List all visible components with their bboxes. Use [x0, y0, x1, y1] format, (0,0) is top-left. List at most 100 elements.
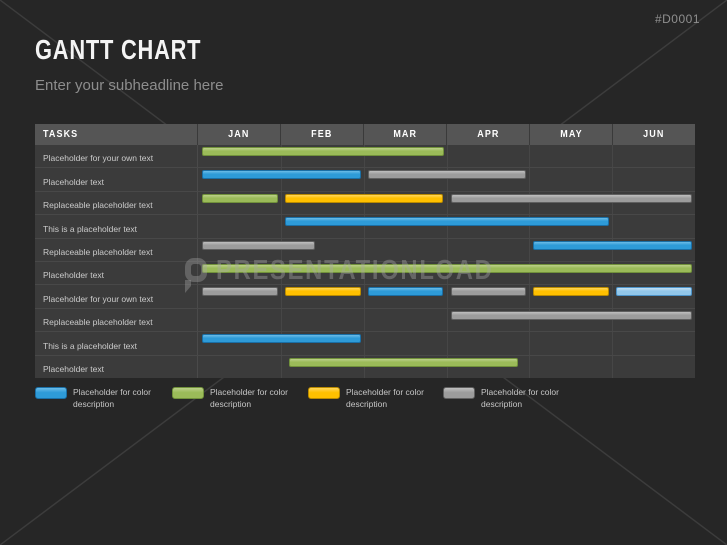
legend-label: Placeholder for color description	[73, 387, 151, 410]
task-label: Placeholder text	[43, 364, 104, 375]
month-gridline	[446, 262, 448, 285]
gantt-bar-green	[202, 147, 444, 156]
task-cell: This is a placeholder text	[35, 215, 197, 237]
month-gridline	[280, 145, 282, 168]
month-gridline	[529, 215, 531, 238]
month-header-jun: JUN	[612, 124, 695, 145]
gantt-table: TASKS JAN FEB MAR APR MAY JUN Placeholder for…	[35, 124, 695, 379]
month-label: JUN	[643, 129, 665, 140]
task-cell: Placeholder for your own text	[35, 285, 197, 307]
month-gridline	[446, 145, 448, 168]
gantt-bar-gray	[202, 240, 316, 250]
green-swatch-icon	[172, 387, 204, 399]
gantt-bar-yellow	[533, 287, 610, 297]
month-gridline	[280, 285, 282, 308]
gantt-bar-blue	[202, 334, 361, 344]
row-chart-area	[197, 168, 695, 191]
gantt-bar-green	[288, 357, 519, 367]
month-gridline	[280, 308, 282, 332]
gantt-row: Placeholder for your own text	[35, 145, 695, 168]
month-gridline	[280, 168, 282, 191]
month-gridline	[529, 168, 531, 191]
month-header-jan: JAN	[197, 124, 280, 145]
month-label: APR	[476, 129, 500, 140]
tasks-header-label: TASKS	[43, 129, 79, 140]
task-label: Replaceable placeholder text	[43, 247, 153, 258]
row-chart-area	[197, 191, 695, 215]
yellow-swatch-icon	[308, 387, 340, 399]
legend: Placeholder for color description Placeho…	[35, 386, 695, 420]
gantt-bar-lightblue	[616, 287, 692, 297]
row-chart-area	[197, 262, 695, 285]
month-gridline	[612, 191, 614, 215]
month-gridline	[280, 332, 282, 355]
gantt-bar-blue	[284, 217, 610, 227]
row-chart-area	[197, 215, 695, 238]
task-label: Replaceable placeholder text	[43, 200, 153, 211]
month-header-apr: APR	[446, 124, 529, 145]
gantt-row: This is a placeholder text	[35, 214, 695, 238]
month-gridline	[280, 262, 282, 285]
task-label: Placeholder text	[43, 270, 104, 281]
month-gridline	[363, 332, 365, 355]
task-label: Placeholder for your own text	[43, 293, 154, 304]
gantt-row: Placeholder for your own text	[35, 284, 695, 308]
month-gridline	[529, 332, 531, 355]
gantt-bar-green	[202, 264, 692, 274]
blue-swatch-icon	[35, 387, 67, 399]
slide-title: GANTT CHART	[35, 34, 202, 65]
month-label: FEB	[311, 129, 333, 140]
month-gridline	[612, 238, 614, 262]
legend-item-green: Placeholder for color description	[172, 386, 304, 411]
month-gridline	[363, 145, 365, 168]
row-chart-area	[197, 285, 695, 308]
gantt-row: Replaceable placeholder text	[35, 190, 695, 215]
month-gridline	[363, 308, 365, 332]
month-gridline	[446, 215, 448, 238]
task-cell: Placeholder text	[35, 262, 197, 284]
month-gridline	[363, 215, 365, 238]
task-cell: Replaceable placeholder text	[35, 192, 197, 214]
month-gridline	[280, 355, 282, 379]
gantt-row: Replaceable placeholder text	[35, 307, 695, 332]
task-label: Replaceable placeholder text	[43, 317, 153, 328]
gantt-bar-gray	[450, 287, 527, 297]
month-gridline	[612, 262, 614, 285]
month-gridline	[446, 332, 448, 355]
legend-item-blue: Placeholder for color description	[35, 386, 167, 411]
legend-label: Placeholder for color description	[346, 387, 424, 410]
gantt-bar-gray	[367, 170, 527, 180]
gantt-row: Placeholder text	[35, 261, 695, 285]
month-gridline	[612, 332, 614, 355]
legend-item-yellow: Placeholder for color description	[308, 386, 440, 411]
gantt-bar-gray	[202, 287, 278, 297]
month-label: MAR	[393, 129, 417, 140]
month-gridline	[363, 168, 365, 191]
task-label: Placeholder text	[43, 176, 104, 187]
gantt-bar-yellow	[284, 287, 361, 297]
task-label: This is a placeholder text	[43, 223, 138, 234]
tasks-header-cell: TASKS	[35, 124, 197, 145]
month-gridline	[446, 191, 448, 215]
month-header-feb: FEB	[280, 124, 363, 145]
month-gridline	[280, 215, 282, 238]
month-gridline	[612, 168, 614, 191]
gantt-bar-blue	[533, 240, 692, 250]
gantt-body: Placeholder for your own text Placeholder…	[35, 145, 695, 379]
gantt-row: Placeholder text	[35, 167, 695, 191]
row-chart-area	[197, 332, 695, 355]
month-gridline	[446, 238, 448, 262]
slide-subtitle: Enter your subheadline here	[35, 77, 224, 94]
document-code: #D0001	[654, 12, 700, 26]
task-cell: This is a placeholder text	[35, 332, 197, 354]
month-gridline	[446, 168, 448, 191]
row-chart-area	[197, 238, 695, 262]
gantt-bar-gray	[450, 193, 692, 203]
task-cell: Placeholder text	[35, 168, 197, 190]
task-cell: Replaceable placeholder text	[35, 309, 197, 331]
row-chart-area	[197, 308, 695, 332]
month-gridline	[446, 308, 448, 332]
month-gridline	[363, 285, 365, 308]
legend-label: Placeholder for color description	[210, 387, 288, 410]
